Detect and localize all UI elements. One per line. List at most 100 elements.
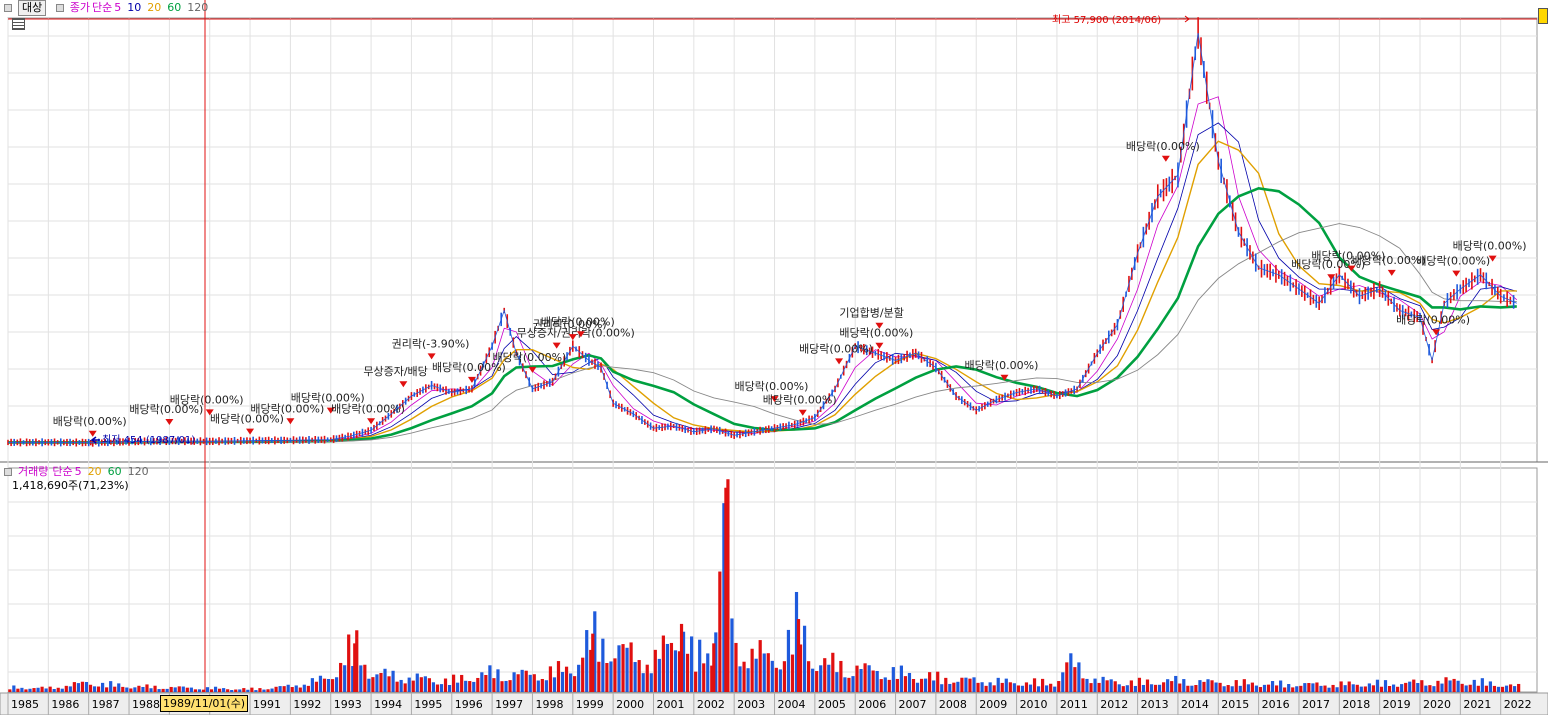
volume-bar <box>1069 653 1073 692</box>
volume-bar <box>540 678 544 692</box>
volume-bar <box>568 673 573 692</box>
volume-bar <box>157 689 161 692</box>
volume-bar <box>96 686 101 692</box>
volume-bar <box>706 653 710 692</box>
x-tick-label: 1994 <box>374 698 402 711</box>
x-tick-label: 2005 <box>818 698 846 711</box>
volume-bar <box>875 670 879 692</box>
volume-bar <box>1508 684 1513 692</box>
volume-bar <box>972 677 976 692</box>
volume-bar <box>226 689 230 692</box>
volume-bar <box>129 688 133 692</box>
volume-bar <box>1036 686 1041 692</box>
volume-bar <box>1476 685 1480 692</box>
volume-bar <box>290 687 294 692</box>
volume-bar <box>181 686 185 692</box>
volume-bar <box>137 685 141 692</box>
volume-bar <box>60 688 64 692</box>
volume-bar <box>698 639 702 692</box>
legend-toggle-icon[interactable] <box>55 4 64 12</box>
event-marker-icon <box>798 409 807 416</box>
event-marker-icon <box>1000 374 1009 381</box>
volume-bar <box>1424 685 1428 692</box>
volume-bar <box>1335 687 1339 692</box>
volume-bar <box>423 676 427 692</box>
volume-bar <box>1214 682 1218 692</box>
volume-bar <box>24 689 28 692</box>
high-arrow-icon <box>1183 15 1191 23</box>
x-tick-label: 2014 <box>1181 698 1209 711</box>
volume-bar <box>1262 684 1267 692</box>
volume-bar <box>415 673 419 692</box>
volume-bar <box>1000 682 1004 692</box>
volume-bar <box>1202 681 1206 692</box>
volume-bar <box>1008 682 1012 692</box>
legend-toggle-icon[interactable] <box>4 468 12 476</box>
volume-bar <box>528 674 532 692</box>
volume-bar <box>1117 684 1121 692</box>
volume-bar <box>343 665 347 692</box>
volume-bar <box>710 665 714 692</box>
x-tick-label: 2008 <box>939 698 967 711</box>
volume-bar <box>1024 682 1029 692</box>
volume-bar <box>940 684 944 692</box>
volume-bar <box>367 678 371 692</box>
volume-bar <box>944 677 948 692</box>
volume-bar <box>690 636 694 692</box>
volume-bar <box>476 677 480 692</box>
volume-bar <box>831 652 835 692</box>
legend-toggle-icon[interactable] <box>4 4 12 12</box>
target-button[interactable]: 대상 <box>18 0 47 16</box>
table-icon[interactable] <box>12 18 25 30</box>
volume-bar <box>1408 681 1412 692</box>
volume-bar <box>968 678 972 692</box>
volume-bar <box>1085 678 1089 692</box>
event-marker-icon <box>1488 255 1497 262</box>
volume-bar <box>64 685 68 692</box>
event-label: 무상증자/권리락(0.00%) <box>517 327 635 340</box>
volume-bar <box>1153 684 1158 692</box>
volume-legend: 거래량 단순 5 20 60 120 <box>4 465 155 479</box>
volume-bar <box>1061 672 1065 692</box>
volume-bar <box>258 688 262 692</box>
volume-bar <box>617 645 621 692</box>
volume-bar <box>512 672 516 692</box>
volume-bar <box>411 680 415 692</box>
volume-bar <box>1057 681 1061 692</box>
volume-bar <box>1295 686 1299 692</box>
scroll-handle[interactable] <box>1538 8 1548 24</box>
volume-bar <box>326 679 331 692</box>
volume-bar <box>387 676 391 692</box>
volume-bar <box>1468 684 1472 692</box>
volume-bar-peak <box>724 487 728 692</box>
volume-bar <box>899 665 903 692</box>
volume-bar <box>778 669 782 692</box>
volume-bar <box>879 679 883 692</box>
volume-bar <box>1400 684 1404 692</box>
volume-bar <box>145 684 149 692</box>
volume-bar <box>113 686 117 692</box>
volume-bar <box>443 678 448 692</box>
volume-bar <box>964 677 968 692</box>
volume-bar <box>621 644 625 692</box>
x-tick-label: 2004 <box>778 698 806 711</box>
volume-bar <box>593 611 597 692</box>
volume-bar <box>1149 684 1154 692</box>
volume-bar <box>948 683 952 692</box>
volume-bar <box>1383 680 1388 692</box>
volume-bar <box>282 686 286 692</box>
volume-bar <box>1109 679 1113 692</box>
volume-bar <box>1198 680 1202 692</box>
volume-bar <box>1250 682 1254 692</box>
volume-bar <box>992 685 996 692</box>
volume-bar <box>1073 667 1077 692</box>
volume-bar <box>125 687 129 692</box>
volume-bar <box>169 686 173 692</box>
volume-bar <box>928 672 932 692</box>
volume-bar <box>447 684 452 692</box>
volume-bar <box>44 688 48 692</box>
ma-line-5 <box>8 96 1518 444</box>
volume-bar <box>1347 681 1351 692</box>
event-marker-icon <box>1452 270 1461 277</box>
